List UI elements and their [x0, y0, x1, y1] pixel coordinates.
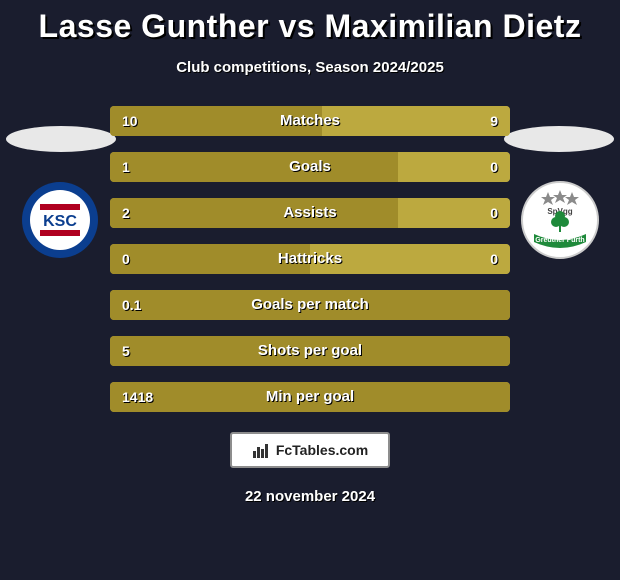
- value-right: 0: [490, 198, 498, 228]
- bar-track: [110, 336, 510, 366]
- value-right: 0: [490, 152, 498, 182]
- bar-track: [110, 244, 510, 274]
- value-right: 0: [490, 244, 498, 274]
- subtitle: Club competitions, Season 2024/2025: [0, 59, 620, 76]
- bar-right: [310, 244, 510, 274]
- value-left: 10: [122, 106, 138, 136]
- bar-track: [110, 106, 510, 136]
- bar-left: [110, 198, 398, 228]
- brand-icon: [252, 441, 270, 459]
- stat-row: 0.1Goals per match: [110, 290, 510, 320]
- bar-track: [110, 290, 510, 320]
- stat-row: 10Goals: [110, 152, 510, 182]
- brand-text: FcTables.com: [276, 442, 368, 458]
- value-left: 1: [122, 152, 130, 182]
- stat-row: 5Shots per goal: [110, 336, 510, 366]
- bar-track: [110, 382, 510, 412]
- value-left: 0: [122, 244, 130, 274]
- value-left: 0.1: [122, 290, 141, 320]
- value-right: 9: [490, 106, 498, 136]
- bar-right: [322, 106, 510, 136]
- stat-row: 20Assists: [110, 198, 510, 228]
- stat-row: 00Hattricks: [110, 244, 510, 274]
- comparison-chart: 109Matches10Goals20Assists00Hattricks0.1…: [0, 106, 620, 412]
- bar-track: [110, 198, 510, 228]
- stat-row: 109Matches: [110, 106, 510, 136]
- bar-left: [110, 290, 510, 320]
- value-left: 2: [122, 198, 130, 228]
- date-label: 22 november 2024: [0, 488, 620, 505]
- bar-left: [110, 336, 510, 366]
- stat-row: 1418Min per goal: [110, 382, 510, 412]
- value-left: 1418: [122, 382, 153, 412]
- bar-left: [110, 382, 510, 412]
- brand-badge[interactable]: FcTables.com: [230, 432, 390, 468]
- page-title: Lasse Gunther vs Maximilian Dietz: [0, 0, 620, 45]
- bar-left: [110, 106, 322, 136]
- bar-left: [110, 152, 398, 182]
- bar-left: [110, 244, 310, 274]
- value-left: 5: [122, 336, 130, 366]
- bar-track: [110, 152, 510, 182]
